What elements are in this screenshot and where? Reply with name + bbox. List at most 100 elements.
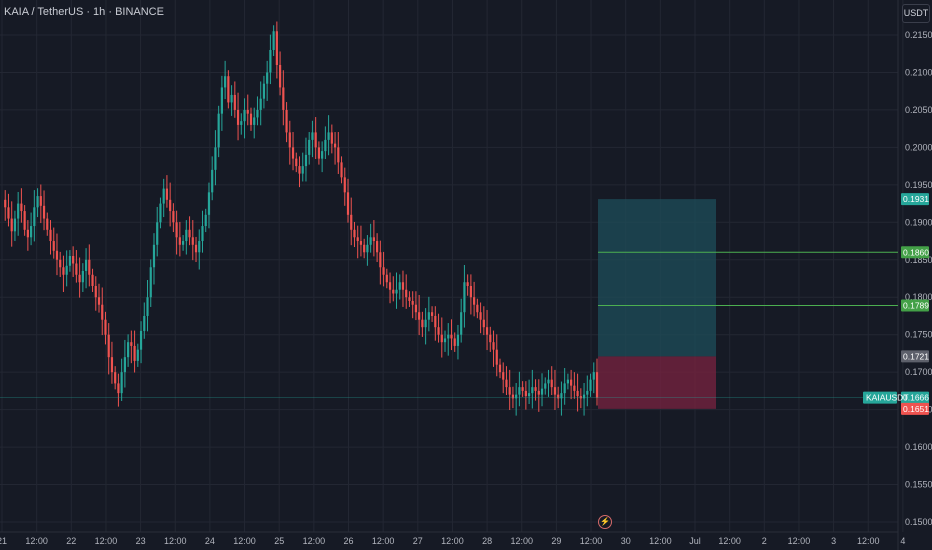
x-tick-label: 12:00	[510, 536, 533, 546]
candle-body	[207, 192, 211, 215]
candle-body	[330, 132, 333, 144]
y-tick-label: 0.1700	[905, 367, 932, 377]
candle-body	[236, 109, 240, 125]
target-price-tag-bg	[901, 193, 929, 206]
y-tick-label: 0.1550	[905, 480, 932, 490]
candle-body	[560, 393, 563, 399]
candle-body	[579, 396, 582, 399]
candle-body	[592, 372, 595, 380]
candle-body	[353, 229, 356, 238]
candle-body	[369, 237, 372, 245]
candle-body	[127, 342, 130, 358]
x-tick-label: 12:00	[441, 536, 464, 546]
candle-body	[33, 207, 36, 227]
price-tags: 0.19310.18600.17890.17210.166614:13KAIAU…	[863, 193, 929, 415]
candle-body	[440, 334, 443, 343]
candle-body	[311, 132, 314, 140]
candle-body	[17, 203, 20, 219]
lightning-icon[interactable]: ⚡	[598, 515, 612, 529]
candle-body	[259, 98, 262, 110]
candle-body	[117, 383, 120, 394]
x-tick-label: 12:00	[372, 536, 395, 546]
candle-body	[84, 259, 88, 272]
x-tick-label: 4	[900, 536, 905, 546]
candle-body	[13, 218, 17, 232]
candle-body	[392, 289, 395, 294]
candle-body	[62, 267, 65, 275]
candle-body	[515, 394, 518, 399]
candle-body	[350, 214, 353, 230]
candle-body	[266, 72, 269, 84]
candle-body	[327, 132, 330, 140]
candle-body	[282, 87, 285, 110]
profit-zone	[598, 199, 716, 357]
candle-body	[317, 147, 321, 159]
candle-body	[502, 372, 505, 380]
candle-body	[285, 109, 288, 133]
candle-body	[482, 319, 485, 328]
candle-body	[107, 334, 110, 358]
x-tick-label: 25	[274, 536, 284, 546]
candle-body	[198, 241, 201, 253]
candle-body	[453, 338, 456, 346]
candle-body	[139, 330, 143, 350]
candle-body	[23, 211, 26, 230]
candle-body	[366, 244, 369, 253]
candle-body	[557, 394, 560, 399]
candle-body	[243, 109, 246, 122]
candle-body	[301, 166, 304, 174]
candle-body	[42, 205, 46, 219]
candle-body	[385, 274, 388, 283]
candle-body	[388, 282, 392, 290]
loss-zone	[598, 356, 716, 409]
candle-body	[114, 372, 117, 384]
stop-price-tag: 0.1651	[903, 404, 929, 414]
candle-body	[188, 229, 191, 238]
candle-body	[534, 387, 537, 391]
currency-unit-button[interactable]: USDT	[902, 4, 930, 23]
candle-body	[589, 379, 592, 391]
x-tick-label: 12:00	[95, 536, 118, 546]
entry-price-tag-bg	[901, 350, 929, 363]
candle-body	[566, 379, 569, 384]
candle-body	[152, 244, 156, 268]
candle-body	[411, 300, 414, 305]
candle-body	[256, 109, 259, 118]
x-tick-label: 29	[551, 536, 561, 546]
candle-body	[136, 349, 139, 361]
candle-body	[262, 83, 266, 99]
candle-body	[249, 113, 253, 125]
candle-body	[304, 154, 308, 167]
entry-price-tag: 0.1721	[903, 351, 929, 361]
x-tick-label: Jul	[689, 536, 701, 546]
candle-body	[224, 76, 227, 88]
candle-body	[230, 94, 233, 103]
candle-body	[130, 342, 133, 346]
candle-body	[582, 394, 586, 399]
candle-body	[288, 132, 291, 148]
candle-body	[181, 241, 185, 245]
x-tick-label: 12:00	[649, 536, 672, 546]
candle-body	[563, 383, 566, 394]
candle-body	[460, 312, 463, 335]
candle-body	[401, 282, 405, 290]
candle-body	[220, 87, 223, 114]
candle-body	[298, 166, 301, 174]
candle-body	[485, 327, 489, 335]
candle-body	[343, 177, 346, 193]
chart-title: KAIA / TetherUS · 1h · BINANCE	[4, 6, 164, 18]
candle-body	[463, 282, 466, 313]
candle-body	[278, 64, 282, 88]
x-tick-label: 12:00	[857, 536, 880, 546]
candle-body	[492, 342, 495, 350]
candle-body	[531, 387, 534, 394]
candle-body	[443, 338, 447, 343]
candle-body	[479, 312, 482, 320]
candle-body	[275, 31, 278, 65]
candle-body	[434, 315, 437, 328]
candlesticks	[4, 21, 599, 416]
candle-body	[291, 147, 295, 159]
candle-body	[227, 76, 230, 103]
candle-body	[97, 297, 101, 305]
